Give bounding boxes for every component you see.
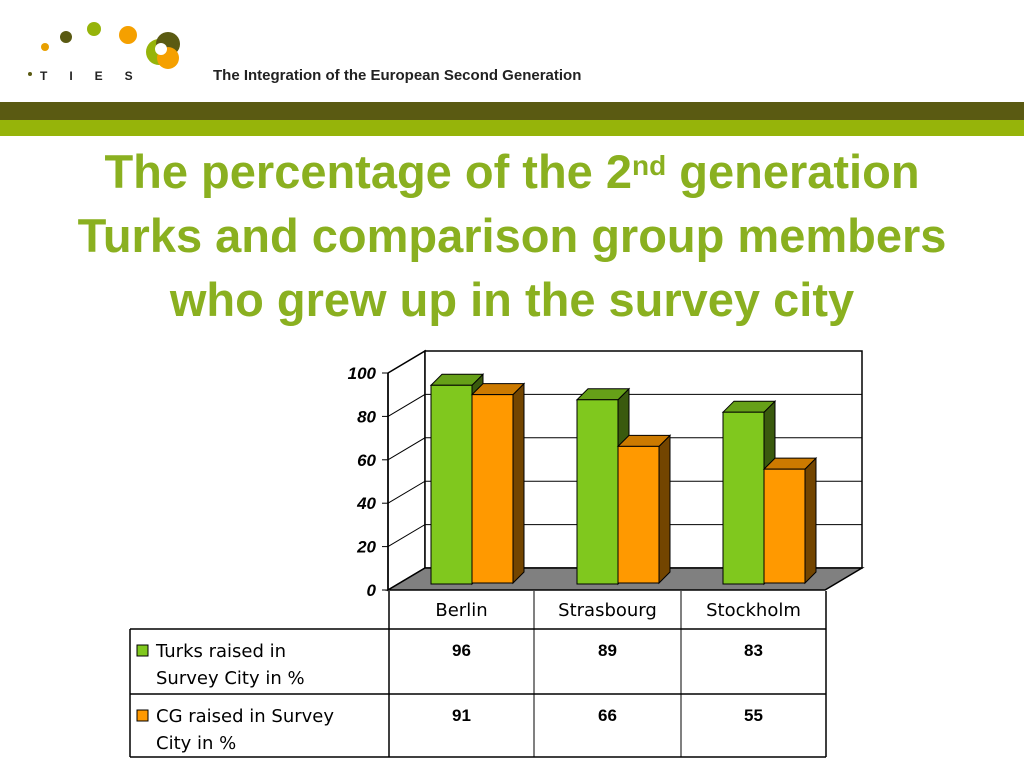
gridline xyxy=(387,350,862,374)
tagline: The Integration of the European Second G… xyxy=(213,67,582,84)
header-band-light xyxy=(0,120,1024,136)
gridline xyxy=(387,393,862,417)
data-label: 55 xyxy=(744,706,763,725)
category-label: Strasbourg xyxy=(558,600,657,621)
bar xyxy=(722,411,765,585)
bar xyxy=(471,394,514,584)
title-line-3: who grew up in the survey city xyxy=(169,273,855,326)
title-line-1: The percentage of the 2nd generation xyxy=(104,145,920,198)
chart-y-axis: 0 20 40 60 80 100 xyxy=(348,364,389,600)
legend-label: Survey City in % xyxy=(156,668,305,689)
bar xyxy=(617,445,660,584)
ties-logo: TIES xyxy=(28,22,180,83)
bar-side xyxy=(512,382,525,585)
category-label: Berlin xyxy=(435,600,487,621)
gridline xyxy=(387,524,862,548)
bar-side xyxy=(804,456,817,585)
data-label: 89 xyxy=(598,641,617,660)
y-tick-label: 80 xyxy=(357,407,376,426)
gridline xyxy=(387,480,862,504)
chart-grid xyxy=(387,350,862,548)
y-tick-label: 60 xyxy=(357,451,376,470)
svg-text:TIES: TIES xyxy=(40,69,155,83)
legend-label: City in % xyxy=(156,733,236,754)
bar xyxy=(576,399,619,585)
category-label: Stockholm xyxy=(706,600,801,621)
y-tick-label: 0 xyxy=(367,581,377,600)
slide-title: The percentage of the 2nd generation Tur… xyxy=(12,140,1012,332)
bar xyxy=(763,468,806,584)
title-line-2: Turks and comparison group members xyxy=(77,209,947,262)
data-label: 83 xyxy=(744,641,763,660)
y-tick-label: 40 xyxy=(356,494,376,513)
header-band-dark xyxy=(0,102,1024,120)
chart-bars xyxy=(429,373,818,586)
y-tick-label: 100 xyxy=(348,364,377,383)
y-tick-label: 20 xyxy=(356,538,376,557)
data-label: 96 xyxy=(452,641,471,660)
gridline xyxy=(387,437,862,461)
chart-side-wall xyxy=(387,349,426,592)
bar xyxy=(430,384,473,585)
data-label: 91 xyxy=(452,706,471,725)
data-label: 66 xyxy=(598,706,617,725)
bar-side xyxy=(658,434,671,585)
chart-data-table: Berlin Strasbourg Stockholm Turks raised in… xyxy=(129,591,827,758)
legend-swatch xyxy=(136,644,149,657)
legend-swatch xyxy=(136,709,149,722)
legend-label: Turks raised in xyxy=(155,641,286,662)
legend-label: CG raised in Survey xyxy=(156,706,334,727)
